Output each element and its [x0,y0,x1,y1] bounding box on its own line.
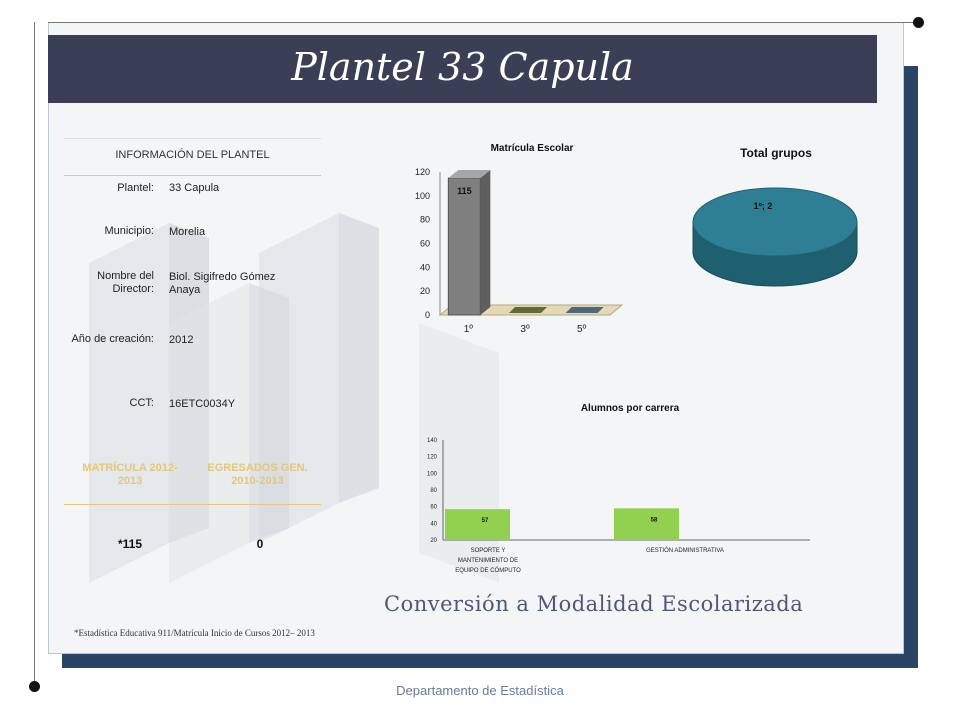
y-tick-label: 120 [415,167,430,177]
y-tick-label: 100 [427,471,438,477]
creacion-value: 2012 [169,334,194,346]
title-bar: Plantel 33 Capula [48,35,877,103]
chart-title: Alumnos por carrera [581,403,680,414]
top-rule [48,22,918,23]
corner-dot-top [913,17,924,28]
cct-value: 16ETC0034Y [169,398,236,410]
y-tick-label: 20 [420,286,430,296]
corner-dot-bottom [29,681,40,692]
page-title: Plantel 33 Capula [291,45,634,89]
data-label: 57 [482,518,489,524]
y-tick-label: 80 [430,488,437,494]
x-tick-label: 3º [520,324,530,335]
data-label: 1º; 2 [754,201,773,211]
plantel-label: Plantel: [117,182,154,194]
bar [565,307,604,313]
municipio-value: Morelia [169,226,206,238]
egresados-value: 0 [256,537,264,551]
director-label: Nombre del Director: [97,270,154,295]
info-heading: INFORMACIÓN DEL PLANTEL [64,138,321,176]
bar [509,307,547,313]
matricula-value: *115 [117,537,143,551]
left-rule [34,22,35,687]
municipio-label: Municipio: [104,225,154,237]
subtitle: Conversión a Modalidad Escolarizada [384,592,804,616]
y-tick-label: 80 [420,215,430,225]
plantel-value: 33 Capula [169,182,220,194]
pie-slice [692,187,858,257]
data-label: 115 [457,186,472,196]
matricula-heading: MATRÍCULA 2012-2013 [82,462,178,487]
background-bar-graphic [89,213,499,583]
x-tick-label: GESTIÓN ADMINISTRATIVA [646,547,724,554]
y-tick-label: 60 [430,505,437,511]
x-tick-label: EQUIPO DE CÓMPUTO [455,567,521,574]
x-tick-label: 5º [577,324,587,335]
data-label: 58 [651,517,658,523]
director-value: Biol. Sigifredo Gómez Anaya [169,271,276,296]
footnote: *Estadística Educativa 911/Matrícula Ini… [74,628,315,638]
bar-top [448,169,491,178]
creacion-label: Año de creación: [71,333,154,345]
y-tick-label: 20 [430,538,437,544]
bar [447,177,481,316]
bar [445,509,510,540]
chart-title: Total grupos [740,146,812,160]
y-tick-label: 40 [420,262,430,272]
egresados-heading: EGRESADOS GEN. 2010-2013 [207,462,308,487]
y-tick-label: 100 [415,191,430,201]
bar-side [480,169,491,315]
y-tick-label: 40 [430,521,437,527]
stats-divider [64,504,321,505]
y-tick-label: 120 [427,455,438,461]
carrera-chart: Alumnos por carrera 20 40 60 80 100 120 140 57 SO… [427,403,810,574]
x-tick-label: SOPORTE Y [471,548,506,554]
chart-title: Matrícula Escolar [491,143,574,154]
matricula-chart: Matrícula Escolar 0 20 40 60 80 100 120 115 1º 3º 5… [415,143,624,335]
cct-label: CCT: [129,397,154,409]
y-tick-label: 60 [420,239,430,249]
bar [614,508,679,540]
y-tick-label: 140 [427,438,438,444]
footer: Departamento de Estadística [396,683,564,698]
y-tick-label: 0 [425,310,430,320]
x-tick-label: 1º [464,324,474,335]
x-tick-label: MANTENIMIENTO DE [458,558,518,564]
grupos-pie-chart: Total grupos 1º; 2 [692,146,858,287]
slide-frame [48,22,904,654]
